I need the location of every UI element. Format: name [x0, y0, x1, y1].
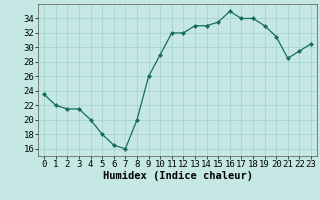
X-axis label: Humidex (Indice chaleur): Humidex (Indice chaleur): [103, 171, 252, 181]
